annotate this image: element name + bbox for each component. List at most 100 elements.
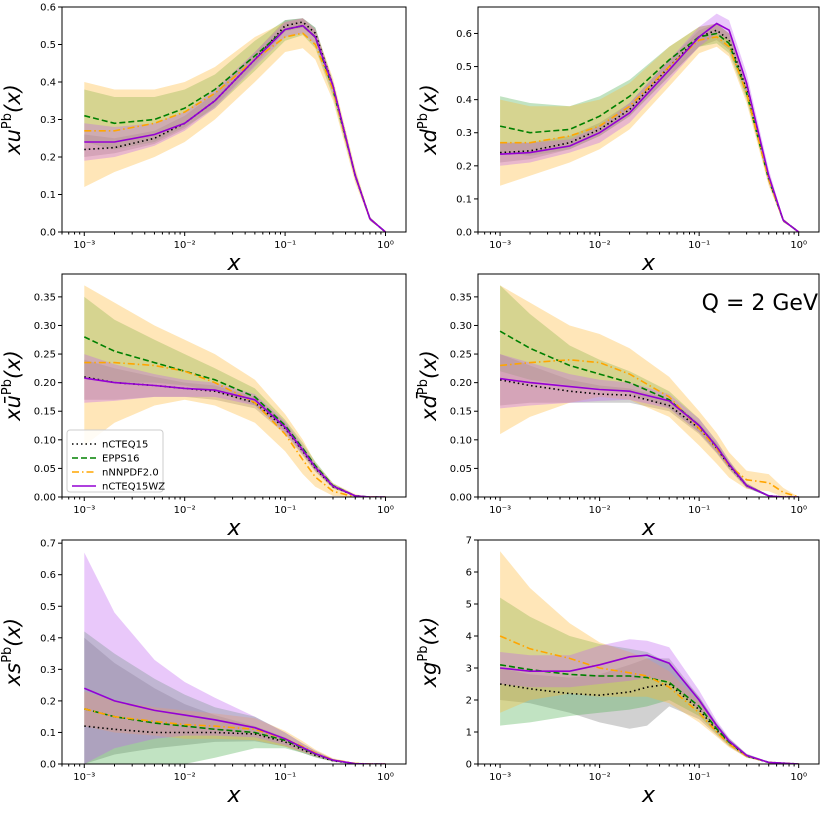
y-axis-label: xgPb(x) bbox=[416, 617, 441, 689]
y-tick-label: 0.6 bbox=[456, 29, 472, 40]
y-tick-label: 0.4 bbox=[456, 95, 472, 106]
y-tick-label: 0.00 bbox=[34, 493, 56, 504]
y-axis-label: xd̄Pb(x) bbox=[416, 350, 441, 422]
legend-label: nNNPDF2.0 bbox=[102, 468, 159, 479]
x-tick-label: 10⁰ bbox=[377, 240, 394, 251]
y-tick-label: 3 bbox=[466, 664, 472, 675]
y-axis-label: xūPb(x) bbox=[0, 350, 25, 422]
y-tick-label: 0.4 bbox=[40, 633, 56, 644]
y-tick-label: 0.3 bbox=[40, 115, 56, 126]
q-annotation: Q = 2 GeV bbox=[702, 291, 818, 316]
x-tick-label: 10⁻² bbox=[174, 505, 196, 516]
legend-label: nCTEQ15 bbox=[102, 440, 148, 451]
y-tick-label: 0.20 bbox=[450, 378, 472, 389]
x-tick-label: 10⁻³ bbox=[489, 772, 511, 783]
axes-frame bbox=[61, 539, 407, 765]
x-tick-label: 10⁰ bbox=[790, 505, 807, 516]
y-tick-label: 0.05 bbox=[34, 464, 56, 475]
y-tick-label: 0.4 bbox=[40, 78, 56, 89]
y-tick-label: 0.1 bbox=[456, 194, 472, 205]
x-tick-label: 10⁰ bbox=[790, 772, 807, 783]
y-tick-label: 0.30 bbox=[34, 321, 56, 332]
band-nnnpdf2.0 bbox=[84, 691, 386, 764]
axes-frame bbox=[477, 539, 820, 765]
y-tick-label: 0.35 bbox=[450, 292, 472, 303]
line-epps16 bbox=[84, 708, 386, 764]
axes-frame bbox=[61, 273, 407, 498]
line-epps16 bbox=[499, 330, 799, 497]
x-tick-label: 10⁻¹ bbox=[688, 772, 710, 783]
plot-area bbox=[83, 552, 386, 764]
y-tick-label: 0 bbox=[466, 760, 472, 771]
x-axis-label: x bbox=[641, 516, 656, 541]
x-tick-label: 10⁻² bbox=[174, 772, 196, 783]
x-tick-label: 10⁻² bbox=[589, 505, 611, 516]
y-axis-label: xuPb(x) bbox=[0, 84, 25, 156]
y-tick-label: 0.20 bbox=[34, 378, 56, 389]
panel-xd: 0.0 0.1 0.2 0.3 0.4 0.5 0.6 10⁻³ 10⁻² 10⁻¹ 10⁰ x xdP… bbox=[416, 6, 820, 276]
x-tick-label: 10⁻¹ bbox=[274, 240, 296, 251]
plot-area bbox=[499, 13, 800, 232]
y-tick-label: 0.6 bbox=[40, 570, 56, 581]
x-axis-label: x bbox=[641, 251, 656, 276]
y-tick-label: 0.15 bbox=[450, 407, 472, 418]
y-tick-label: 4 bbox=[466, 632, 472, 643]
y-tick-label: 0.15 bbox=[34, 407, 56, 418]
axes-frame bbox=[477, 273, 820, 498]
band-epps16 bbox=[500, 597, 799, 764]
y-tick-label: 0.5 bbox=[40, 602, 56, 613]
y-tick-label: 0.7 bbox=[40, 539, 56, 550]
plot-area bbox=[499, 551, 799, 764]
panels: 0.0 0.1 0.2 0.3 0.4 0.5 0.6 10⁻³ 10⁻² 10⁻¹ 10⁰ x xuP… bbox=[0, 3, 820, 808]
legend: nCTEQ15 EPPS16 nNNPDF2.0 nCTEQ15WZ bbox=[66, 429, 165, 493]
x-tick-label: 10⁻² bbox=[589, 240, 611, 251]
x-tick-label: 10⁰ bbox=[377, 505, 394, 516]
panel-xu: 0.0 0.1 0.2 0.3 0.4 0.5 0.6 10⁻³ 10⁻² 10⁻¹ 10⁰ x xuP… bbox=[0, 3, 407, 276]
x-tick-label: 10⁰ bbox=[377, 772, 394, 783]
band-ncteq15wz bbox=[500, 354, 799, 497]
line-nnnpdf2.0 bbox=[500, 358, 799, 497]
y-axis-label: xsPb(x) bbox=[0, 618, 25, 687]
y-tick-label: 0.3 bbox=[40, 665, 56, 676]
legend-label: EPPS16 bbox=[102, 454, 139, 465]
x-tick-label: 10⁻² bbox=[589, 772, 611, 783]
y-tick-label: 5 bbox=[466, 600, 472, 611]
y-tick-label: 2 bbox=[466, 696, 472, 707]
x-tick-label: 10⁻¹ bbox=[688, 240, 710, 251]
band-nnnpdf2.0 bbox=[500, 23, 799, 232]
y-tick-label: 7 bbox=[466, 536, 472, 547]
line-ncteq15wz bbox=[499, 377, 799, 497]
axes-frame bbox=[477, 6, 820, 233]
band-nnnpdf2.0 bbox=[84, 285, 386, 497]
x-tick-label: 10⁻¹ bbox=[274, 772, 296, 783]
x-tick-label: 10⁻³ bbox=[489, 240, 511, 251]
x-axis-label: x bbox=[641, 783, 656, 808]
y-tick-label: 0.0 bbox=[456, 228, 472, 239]
band-ncteq15 bbox=[84, 637, 386, 764]
y-tick-label: 0.05 bbox=[450, 464, 472, 475]
line-nnnpdf2.0 bbox=[84, 32, 387, 232]
line-ncteq15wz bbox=[84, 24, 387, 232]
line-ncteq15wz bbox=[84, 377, 386, 497]
y-tick-label: 0.35 bbox=[34, 292, 56, 303]
y-tick-label: 0.2 bbox=[456, 161, 472, 172]
y-tick-label: 0.5 bbox=[40, 40, 56, 51]
legend-box bbox=[66, 429, 164, 493]
y-tick-label: 0.10 bbox=[450, 435, 472, 446]
y-tick-label: 0.3 bbox=[456, 128, 472, 139]
y-tick-label: 0.2 bbox=[40, 153, 56, 164]
line-nnnpdf2.0 bbox=[500, 35, 800, 232]
panel-xg: 0 1 2 3 4 5 6 7 10⁻³ 10⁻² 10⁻¹ 10⁰ x xgPb(x) bbox=[416, 536, 820, 808]
y-tick-label: 0.1 bbox=[40, 190, 56, 201]
y-tick-label: 6 bbox=[466, 568, 472, 579]
panel-xs: 0.0 0.1 0.2 0.3 0.4 0.5 0.6 0.7 10⁻³ 10⁻² 10⁻¹ 10⁰ x… bbox=[0, 539, 407, 808]
panel-xubar: 0.00 0.05 0.10 0.15 0.20 0.25 0.30 0.35 10⁻³ 10⁻²… bbox=[0, 273, 407, 541]
y-tick-label: 1 bbox=[466, 728, 472, 739]
y-axis-label: xdPb(x) bbox=[416, 84, 441, 156]
x-tick-label: 10⁻³ bbox=[73, 240, 95, 251]
x-tick-label: 10⁻¹ bbox=[274, 505, 296, 516]
x-tick-label: 10⁻¹ bbox=[688, 505, 710, 516]
legend-label: nCTEQ15WZ bbox=[102, 482, 165, 493]
y-tick-label: 0.10 bbox=[34, 435, 56, 446]
x-axis-label: x bbox=[226, 251, 241, 276]
